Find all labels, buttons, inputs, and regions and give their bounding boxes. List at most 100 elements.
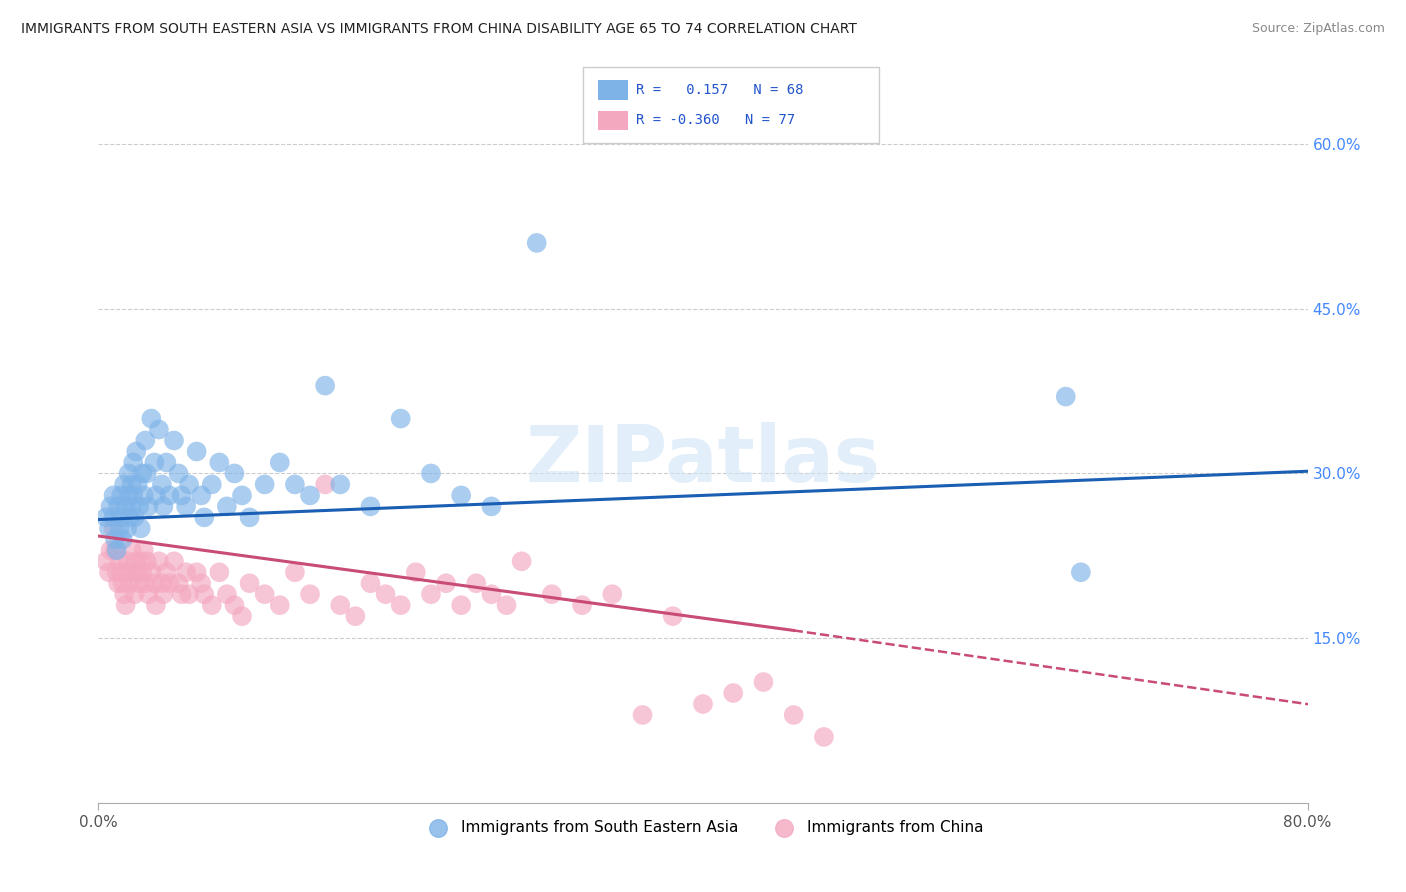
Text: R = -0.360   N = 77: R = -0.360 N = 77 <box>636 113 794 128</box>
Point <box>163 434 186 448</box>
Point <box>134 434 156 448</box>
Point <box>253 477 276 491</box>
Point <box>253 587 276 601</box>
Point <box>103 521 125 535</box>
Point <box>112 587 135 601</box>
Point <box>420 587 443 601</box>
Point <box>107 576 129 591</box>
Point <box>174 500 197 514</box>
Point <box>124 587 146 601</box>
Point <box>132 543 155 558</box>
Point <box>136 587 159 601</box>
Point <box>103 488 125 502</box>
Point <box>631 708 654 723</box>
Text: R =   0.157   N = 68: R = 0.157 N = 68 <box>636 83 803 97</box>
Point <box>159 576 181 591</box>
Point <box>104 543 127 558</box>
Point <box>450 488 472 502</box>
Point <box>121 543 143 558</box>
Point <box>110 566 132 580</box>
Point <box>121 477 143 491</box>
Point <box>111 576 134 591</box>
Point <box>148 554 170 568</box>
Point <box>215 500 238 514</box>
Point <box>284 566 307 580</box>
Point <box>526 235 548 250</box>
Point <box>136 500 159 514</box>
Point <box>150 477 173 491</box>
Point <box>115 521 138 535</box>
Text: ZIPatlas: ZIPatlas <box>526 422 880 499</box>
Point <box>481 500 503 514</box>
Point <box>299 488 322 502</box>
Point <box>1070 566 1092 580</box>
Point <box>114 598 136 612</box>
Point <box>389 598 412 612</box>
Point <box>813 730 835 744</box>
Point <box>329 598 352 612</box>
Point <box>661 609 683 624</box>
Point <box>208 455 231 469</box>
Point <box>104 533 127 547</box>
Text: IMMIGRANTS FROM SOUTH EASTERN ASIA VS IMMIGRANTS FROM CHINA DISABILITY AGE 65 TO: IMMIGRANTS FROM SOUTH EASTERN ASIA VS IM… <box>21 22 858 37</box>
Point <box>465 576 488 591</box>
Point <box>405 566 427 580</box>
Point <box>193 510 215 524</box>
Point <box>481 587 503 601</box>
Point <box>179 587 201 601</box>
Point <box>120 510 142 524</box>
Point <box>114 500 136 514</box>
Point <box>129 554 152 568</box>
Point <box>329 477 352 491</box>
Point <box>131 467 153 481</box>
Point <box>111 533 134 547</box>
Point <box>208 566 231 580</box>
Point <box>752 675 775 690</box>
Point <box>143 576 166 591</box>
Point <box>110 510 132 524</box>
Text: Source: ZipAtlas.com: Source: ZipAtlas.com <box>1251 22 1385 36</box>
Point <box>190 576 212 591</box>
Point <box>224 467 246 481</box>
Point <box>314 378 336 392</box>
Point <box>127 477 149 491</box>
Point <box>125 554 148 568</box>
Point <box>450 598 472 612</box>
Point <box>314 477 336 491</box>
Point <box>186 444 208 458</box>
Point <box>112 477 135 491</box>
Point <box>110 488 132 502</box>
Legend: Immigrants from South Eastern Asia, Immigrants from China: Immigrants from South Eastern Asia, Immi… <box>416 814 990 841</box>
Point <box>1054 390 1077 404</box>
Point <box>122 488 145 502</box>
Point <box>186 566 208 580</box>
Point <box>118 566 141 580</box>
Point <box>132 488 155 502</box>
Point <box>540 587 562 601</box>
Point <box>98 566 121 580</box>
Point <box>374 587 396 601</box>
Point <box>723 686 745 700</box>
Point <box>129 521 152 535</box>
Point <box>190 488 212 502</box>
Point <box>170 587 193 601</box>
Point <box>269 598 291 612</box>
Point <box>231 488 253 502</box>
Point <box>602 587 624 601</box>
Point <box>107 500 129 514</box>
Point <box>571 598 593 612</box>
Point <box>434 576 457 591</box>
Point <box>94 510 117 524</box>
Point <box>231 609 253 624</box>
Point <box>224 598 246 612</box>
Point <box>344 609 367 624</box>
Point <box>167 576 190 591</box>
Point <box>215 587 238 601</box>
Point <box>299 587 322 601</box>
Point <box>145 598 167 612</box>
Point <box>118 488 141 502</box>
Point <box>174 566 197 580</box>
Point <box>135 467 157 481</box>
Point <box>120 576 142 591</box>
Point <box>121 500 143 514</box>
